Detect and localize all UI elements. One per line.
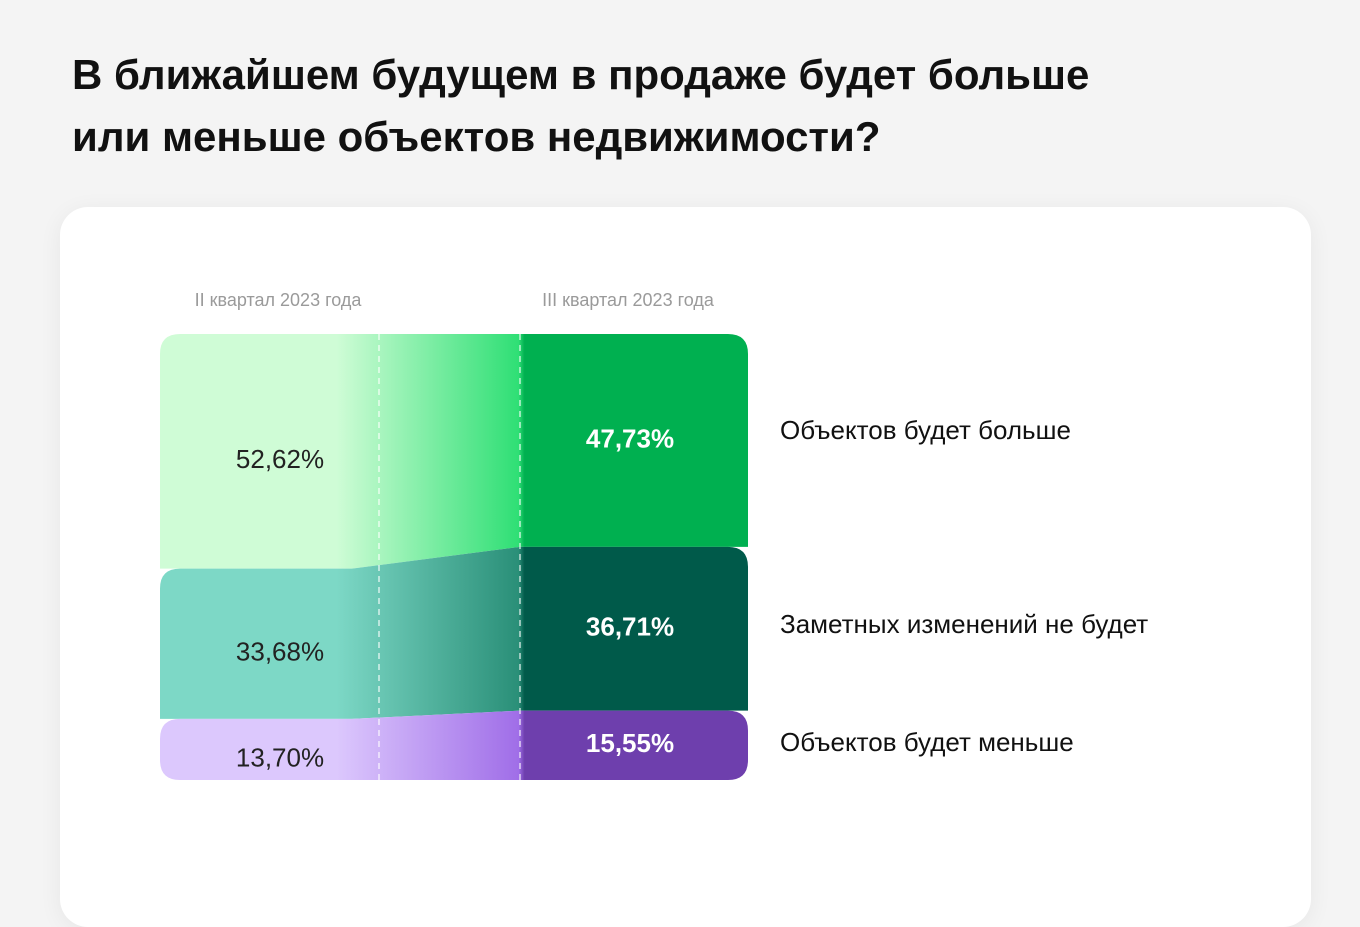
band-0 [160,334,748,569]
period-label-q3: III квартал 2023 года [542,290,714,310]
flow-chart: 52,62% 47,73% 33,68% 36,71% 13,70% 15,55% [160,334,748,780]
value-label-s2-p1: 15,55% [586,728,674,758]
legend-label-more: Объектов будет больше [780,415,1071,445]
legend-label-nochange: Заметных изменений не будет [780,609,1149,639]
value-label-s1-p1: 36,71% [586,612,674,642]
legend-label-less: Объектов будет меньше [780,727,1074,757]
title-line-1: В ближайшем будущем в продаже будет боль… [72,51,1090,98]
title-line-2: или меньше объектов недвижимости? [72,113,881,160]
value-label-s0-p0: 52,62% [236,444,324,474]
band-2 [160,710,748,780]
value-label-s1-p0: 33,68% [236,637,324,667]
period-label-q2: II квартал 2023 года [194,290,362,310]
page-title: В ближайшем будущем в продаже будет боль… [72,44,1272,168]
value-label-s0-p1: 47,73% [586,423,674,453]
band-1 [160,546,748,719]
value-label-s2-p0: 13,70% [236,742,324,772]
